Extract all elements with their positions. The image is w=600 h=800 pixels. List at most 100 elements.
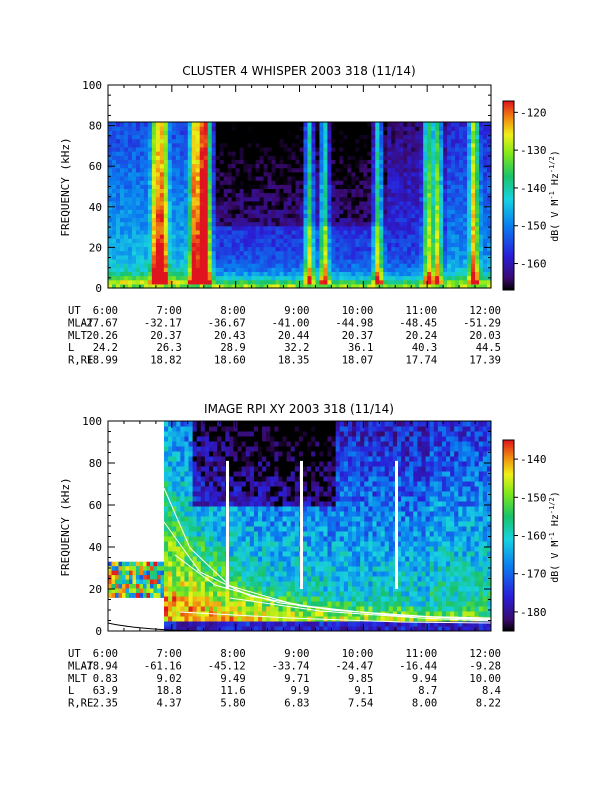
heat-cell	[227, 229, 233, 235]
heat-cell	[351, 151, 356, 156]
heat-cell	[229, 426, 234, 432]
heat-cell	[479, 159, 484, 165]
heat-cell	[255, 192, 261, 198]
heat-cell	[211, 188, 217, 194]
heat-cell	[295, 242, 301, 248]
heat-cell	[411, 126, 416, 131]
heat-cell	[211, 217, 217, 223]
heat-cell	[311, 130, 317, 136]
heat-cell	[163, 254, 169, 260]
heat-cell	[180, 606, 185, 612]
heat-cell	[423, 134, 428, 140]
heat-cell	[245, 581, 251, 587]
heat-cell	[211, 221, 217, 227]
heat-cell	[115, 175, 121, 181]
heat-cell	[259, 138, 265, 144]
heat-cell	[150, 561, 154, 567]
heat-cell	[287, 192, 293, 198]
ephemeris-value: 20.03	[469, 330, 501, 342]
heat-cell	[363, 151, 368, 156]
heat-cell	[191, 142, 197, 148]
heat-cell	[239, 225, 245, 231]
heat-cell	[143, 175, 149, 181]
heat-cell	[171, 138, 177, 144]
heat-cell	[183, 258, 189, 264]
heat-cell	[291, 159, 297, 165]
heat-cell	[303, 138, 309, 144]
heat-cell	[135, 151, 141, 156]
heat-cell	[387, 250, 392, 256]
heat-cell	[335, 234, 340, 239]
heat-cell	[315, 267, 321, 272]
heat-cell	[227, 213, 233, 219]
heat-cell	[243, 200, 249, 206]
heat-cell	[131, 180, 137, 185]
heat-cell	[399, 163, 404, 169]
heat-cell	[271, 234, 277, 239]
heat-cell	[259, 146, 265, 152]
heat-cell	[207, 221, 213, 227]
heat-cell	[263, 122, 269, 127]
heat-cell	[419, 155, 424, 160]
heat-cell	[327, 221, 333, 227]
heat-cell	[315, 126, 321, 131]
heat-cell	[283, 180, 289, 185]
heat-cell	[355, 171, 360, 177]
heat-cell	[271, 138, 277, 144]
heat-cell	[187, 217, 193, 223]
heat-cell	[227, 175, 233, 181]
heat-cell	[172, 426, 177, 432]
heat-cell	[431, 242, 436, 248]
heat-cell	[123, 217, 129, 223]
heat-cell	[239, 229, 245, 235]
heat-cell	[435, 122, 440, 127]
heat-cell	[147, 279, 153, 285]
heat-cell	[123, 126, 129, 131]
heat-cell	[455, 213, 460, 219]
heat-cell	[155, 267, 161, 272]
heat-cell	[153, 588, 158, 594]
heat-cell	[208, 486, 214, 492]
heat-cell	[229, 451, 234, 457]
heat-cell	[311, 217, 317, 223]
heat-cell	[192, 546, 198, 552]
heat-cell	[191, 196, 197, 202]
heat-cell	[323, 142, 329, 148]
heat-cell	[311, 263, 317, 268]
heat-cell	[195, 146, 201, 152]
heat-cell	[431, 159, 436, 165]
heat-cell	[229, 621, 234, 627]
heat-cell	[463, 238, 468, 243]
heat-cell	[403, 246, 408, 252]
heat-cell	[139, 561, 144, 567]
heat-cell	[403, 155, 408, 160]
heat-cell	[367, 234, 372, 239]
heat-cell	[136, 579, 140, 585]
heat-cell	[139, 584, 144, 589]
heat-cell	[175, 163, 181, 169]
heat-cell	[391, 184, 396, 189]
heat-cell	[119, 213, 125, 219]
heat-cell	[411, 180, 416, 185]
heat-cell	[327, 250, 333, 256]
heat-cell	[187, 167, 193, 173]
heat-cell	[255, 200, 261, 206]
heat-cell	[327, 254, 333, 260]
heat-cell	[155, 159, 161, 165]
heat-cell	[221, 546, 226, 552]
heat-cell	[435, 279, 440, 285]
heat-cell	[483, 126, 488, 131]
heat-cell	[159, 196, 165, 202]
heat-cell	[343, 200, 348, 206]
heat-cell	[291, 246, 297, 252]
heat-cell	[279, 254, 285, 260]
heat-cell	[431, 246, 436, 252]
heat-cell	[151, 138, 157, 144]
heat-cell	[155, 246, 161, 252]
heat-cell	[237, 426, 243, 432]
heat-cell	[187, 238, 193, 243]
heat-cell	[291, 263, 297, 268]
heat-cell	[172, 451, 177, 457]
heat-cell	[287, 283, 293, 289]
heat-cell	[383, 138, 388, 144]
